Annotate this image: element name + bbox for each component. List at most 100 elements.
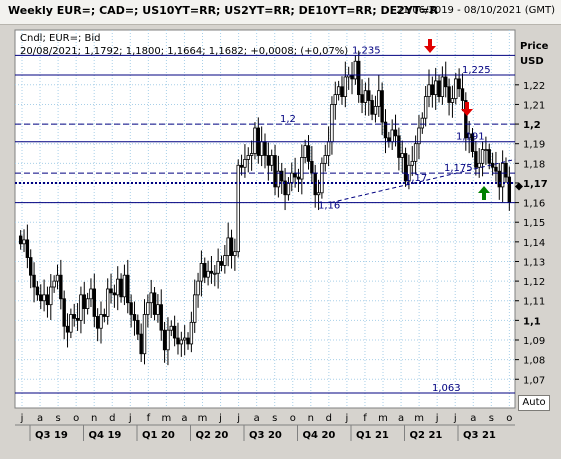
currency-axis-label: USD [520, 56, 544, 67]
candle-body [45, 294, 50, 306]
candle-body [95, 316, 100, 329]
candle-body [363, 90, 368, 103]
candle-body [216, 261, 220, 274]
candle-body [413, 143, 418, 162]
candle-body [276, 170, 281, 188]
candle-body [367, 90, 371, 101]
candle-body [290, 172, 294, 184]
candle-body [85, 298, 90, 309]
y-tick-label: 1,17 [523, 179, 548, 190]
candle-body [303, 145, 307, 158]
y-tick-label: 1,13 [523, 257, 545, 268]
candle-body [266, 155, 271, 166]
candle-body [269, 155, 274, 166]
candle-body [480, 149, 485, 164]
candle-body [169, 325, 173, 331]
candle-body [79, 294, 83, 321]
candle-body [69, 314, 73, 333]
candle-body [336, 86, 341, 96]
candle-body [467, 133, 471, 139]
candle-body [152, 292, 157, 315]
candle-body [383, 121, 388, 139]
x-month-label: n [91, 413, 97, 424]
candle-body [470, 133, 475, 152]
candle-body [119, 278, 123, 298]
x-quarter-label: Q4 20 [303, 430, 336, 441]
candle-body [92, 288, 97, 317]
x-axis[interactable]: j a s o n d j f m a m j j a s o n d j f m a m j j a s oQ3 19 Q4 19 Q1… [15, 413, 515, 441]
candle-body [65, 325, 70, 333]
x-month-label: j [345, 413, 349, 424]
candle-body [246, 155, 250, 160]
candle-body [253, 127, 257, 154]
level-label: 1,16 [318, 201, 340, 212]
candle-body [350, 74, 354, 80]
red-down-arrow-icon [424, 39, 436, 53]
x-month-label: j [236, 413, 240, 424]
candle-body [49, 286, 53, 306]
candle-body [249, 153, 254, 156]
x-month-label: j [20, 413, 24, 424]
candle-body [280, 170, 284, 182]
candle-body [213, 272, 217, 275]
candle-body [199, 263, 204, 282]
chart-title: Weekly EUR=; CAD=; US10YT=RR; US2YT=RR; … [8, 4, 438, 17]
candle-body [259, 141, 264, 156]
candle-body [263, 141, 267, 156]
x-month-label: a [37, 413, 43, 424]
level-lines[interactable]: 1,235 1,225 1,2 1,191 1,175 1,17 1,16 1,063 [15, 45, 516, 394]
y-tick-label: 1,15 [523, 218, 545, 229]
candle-body [306, 145, 311, 162]
x-quarter-label: Q1 21 [356, 430, 389, 441]
diamond-marker-icon [515, 182, 523, 191]
x-month-label: m [162, 413, 172, 424]
candle-body [219, 261, 224, 266]
red-down-arrow-icon [461, 102, 473, 116]
candle-body [373, 106, 378, 115]
y-tick-label: 1,19 [523, 140, 545, 151]
candle-body [193, 294, 197, 323]
candle-body [22, 239, 26, 245]
candle-body [18, 235, 23, 245]
candle-body [42, 294, 46, 302]
candle-body [444, 76, 448, 88]
candle-body [316, 192, 321, 196]
y-axis[interactable]: 1,07 1,08 1,09 1,1 1,11 1,12 1,13 1,14 1,15 1,16 1… [515, 81, 548, 386]
candle-body [393, 129, 398, 137]
candle-body [122, 274, 127, 298]
y-tick-label: 1,09 [523, 336, 545, 347]
y-tick-label: 1,14 [523, 238, 545, 249]
x-month-label: a [470, 413, 476, 424]
candle-body [142, 314, 147, 355]
green-up-arrow-icon-head [478, 186, 490, 193]
candle-body [196, 280, 200, 296]
candle-body [497, 170, 501, 188]
candle-body [430, 84, 435, 96]
y-tick-label: 1,16 [523, 199, 545, 210]
x-month-label: m [378, 413, 388, 424]
level-label: 1,191 [456, 132, 485, 143]
candle-body [39, 294, 43, 302]
legend-line-1: Cndl; EUR=; Bid [20, 33, 101, 44]
candle-body [447, 86, 451, 103]
candle-body [387, 137, 391, 143]
candle-body [159, 304, 163, 331]
candle-body [206, 270, 210, 278]
candle-body [457, 78, 461, 90]
candle-body [490, 162, 495, 168]
x-quarter-label: Q2 20 [196, 430, 229, 441]
candle-body [82, 294, 86, 309]
candle-body [400, 153, 404, 158]
candle-body [182, 337, 187, 341]
candle-body [283, 180, 287, 196]
candle-body [166, 329, 170, 351]
candle-body [340, 86, 344, 97]
candle-body [474, 151, 478, 168]
candle-body [139, 333, 143, 355]
auto-scale-button[interactable]: Auto [518, 395, 550, 411]
title-bar: Weekly EUR=; CAD=; US10YT=RR; US2YT=RR; … [0, 0, 561, 25]
candle-body [353, 60, 358, 80]
candle-body [59, 274, 63, 300]
candle-body [126, 274, 130, 304]
